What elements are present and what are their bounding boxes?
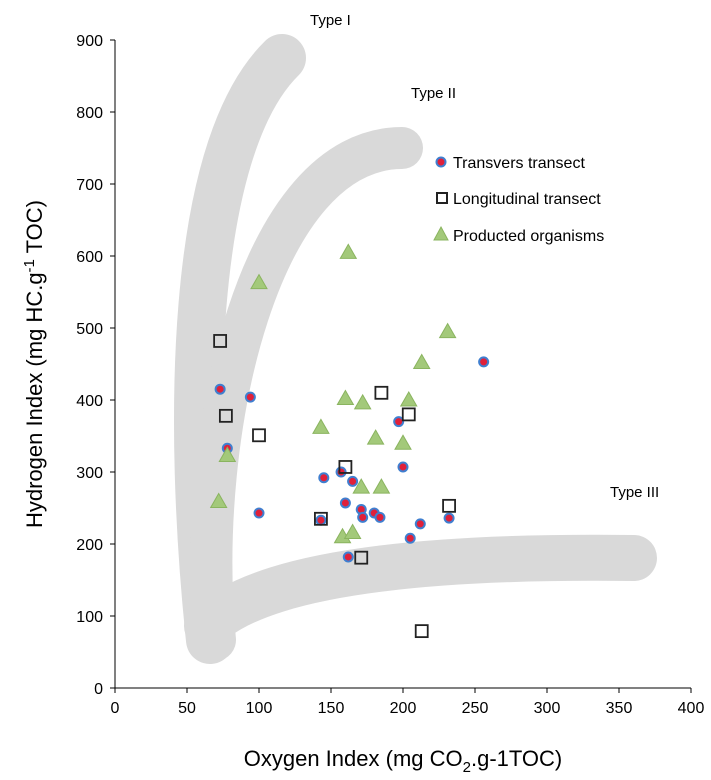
point-transvers — [397, 461, 409, 473]
point-producted — [352, 478, 371, 494]
annotation-type-iii: Type III — [610, 484, 659, 501]
x-tick-label: 0 — [111, 700, 120, 717]
point-longitudinal — [314, 511, 328, 526]
point-transvers — [214, 383, 226, 395]
y-tick-label: 100 — [76, 609, 103, 626]
point-transvers — [342, 551, 354, 563]
point-producted — [399, 390, 418, 407]
point-longitudinal — [213, 334, 228, 348]
kerogen-type-bands — [173, 34, 657, 664]
y-tick-label: 500 — [76, 321, 103, 338]
point-transvers — [443, 512, 455, 524]
point-transvers — [393, 416, 405, 428]
type-ii-band — [190, 127, 423, 661]
x-tick-label: 250 — [462, 700, 489, 717]
legend-label-transvers: Transvers transect — [453, 155, 585, 172]
legend-label-longitudinal: Longitudinal transect — [453, 191, 601, 208]
point-producted — [209, 492, 228, 509]
point-longitudinal — [442, 498, 456, 513]
point-transvers — [404, 532, 416, 544]
y-tick-label: 600 — [76, 249, 103, 266]
point-transvers — [335, 466, 347, 478]
point-producted — [339, 243, 358, 259]
legend-marker-square — [436, 192, 448, 204]
y-axis-title: Hydrogen Index (mg HC.g-1 TOC) — [21, 200, 47, 528]
x-tick-label: 100 — [246, 700, 273, 717]
legend-label-producted: Producted organisms — [453, 228, 604, 245]
point-producted — [343, 523, 362, 539]
point-longitudinal — [218, 408, 233, 423]
point-producted — [250, 273, 268, 290]
x-axis-ticks: 0 50 100 150 200 250 300 350 400 — [111, 688, 705, 717]
x-tick-label: 50 — [178, 700, 196, 717]
legend-marker-circle — [435, 156, 447, 168]
point-transvers — [244, 391, 256, 403]
type-iii-band — [184, 534, 657, 649]
point-transvers — [315, 514, 327, 526]
point-transvers — [253, 507, 265, 519]
point-transvers — [374, 511, 386, 523]
x-axis-title: Oxygen Index (mg CO2.g-1TOC) — [244, 746, 563, 776]
point-longitudinal — [414, 624, 429, 639]
y-tick-label: 200 — [76, 537, 103, 554]
point-longitudinal — [374, 385, 389, 400]
legend-item-producted: Producted organisms — [433, 225, 604, 245]
point-transvers — [357, 511, 369, 523]
annotation-type-ii: Type II — [411, 85, 456, 102]
data-points — [209, 243, 490, 639]
point-producted — [372, 478, 391, 494]
point-producted — [218, 446, 237, 462]
point-longitudinal — [338, 460, 353, 474]
legend-item-transvers: Transvers transect — [435, 155, 585, 172]
point-longitudinal — [354, 550, 369, 565]
y-tick-label: 300 — [76, 465, 103, 482]
point-producted — [412, 353, 431, 370]
point-producted — [394, 434, 412, 450]
point-producted — [336, 389, 355, 406]
point-transvers — [478, 356, 490, 368]
y-tick-label: 400 — [76, 393, 103, 410]
point-transvers — [414, 518, 426, 530]
legend-marker-triangle — [433, 225, 449, 241]
y-tick-label: 0 — [94, 681, 103, 698]
x-tick-label: 300 — [534, 700, 561, 717]
y-tick-label: 800 — [76, 105, 103, 122]
point-longitudinal — [252, 428, 266, 443]
annotation-type-i: Type I — [310, 12, 351, 29]
point-transvers — [318, 472, 330, 484]
legend-item-longitudinal: Longitudinal transect — [436, 191, 601, 208]
y-axis-ticks: 0 100 200 300 400 500 600 700 800 900 — [76, 33, 115, 698]
x-tick-label: 350 — [606, 700, 633, 717]
point-longitudinal — [401, 407, 416, 422]
x-tick-label: 400 — [678, 700, 705, 717]
point-transvers — [339, 497, 351, 509]
y-tick-label: 700 — [76, 177, 103, 194]
point-producted — [366, 429, 385, 445]
point-producted — [438, 322, 457, 339]
point-producted — [353, 393, 372, 410]
x-tick-label: 150 — [318, 700, 345, 717]
y-tick-label: 900 — [76, 33, 103, 50]
x-tick-label: 200 — [390, 700, 417, 717]
point-producted — [312, 418, 330, 434]
point-transvers — [347, 475, 359, 487]
legend: Transvers transect Longitudinal transect… — [433, 155, 604, 245]
